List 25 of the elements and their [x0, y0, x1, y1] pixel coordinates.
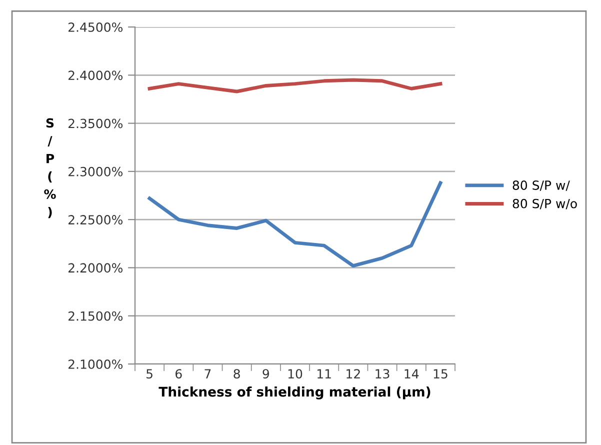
x-tick-label: 11	[318, 369, 331, 378]
y-tick-label: 2.3000%	[68, 166, 123, 176]
y-tick-label: 2.4000%	[68, 70, 123, 80]
x-tick-label: 14	[404, 369, 419, 378]
legend-label: 80 S/P w/	[512, 180, 570, 191]
x-tick-label: 5	[146, 369, 152, 379]
x-tick-label: 9	[262, 369, 270, 379]
line-series	[148, 181, 442, 268]
x-tick-label: 15	[434, 369, 448, 379]
y-tick-label: 2.1000%	[68, 359, 123, 369]
x-tick-label: 6	[176, 369, 182, 379]
legend-label: 80 S/P w/o	[512, 198, 577, 210]
x-tick-label: 12	[346, 369, 360, 378]
line-series	[148, 78, 442, 94]
y-axis-title: S/P (%)	[44, 118, 56, 218]
y-tick-label: 2.2500%	[68, 215, 123, 224]
y-tick-label: 2.4500%	[68, 22, 123, 32]
y-tick-label: 2.2000%	[68, 263, 123, 273]
y-tick-label: 2.3500%	[68, 118, 123, 128]
x-axis-title: Thickness of shielding material (μm)	[158, 386, 430, 400]
x-tick-label: 13	[376, 369, 390, 379]
x-tick-label: 10	[288, 369, 302, 379]
x-tick-label: 8	[234, 369, 240, 379]
y-tick-label: 2.1500%	[68, 311, 123, 321]
x-tick-label: 7	[204, 369, 211, 378]
